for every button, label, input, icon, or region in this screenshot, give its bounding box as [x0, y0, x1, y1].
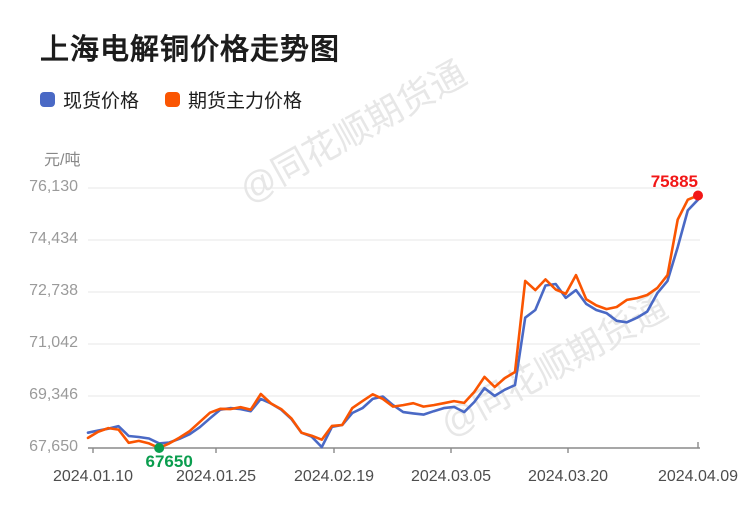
- legend-label: 期货主力价格: [188, 91, 303, 112]
- x-tick-label: 2024.01.10: [52, 468, 134, 485]
- max-price-annotation: 75885: [650, 171, 698, 191]
- min-price-annotation: 67650: [145, 452, 193, 471]
- x-axis: [88, 442, 700, 453]
- y-tick-label: 69,346: [29, 386, 78, 403]
- extreme-point-dots: [154, 190, 703, 453]
- x-tick-label: 2024.03.05: [410, 468, 492, 485]
- y-tick-label: 72,738: [29, 282, 78, 299]
- price-series-lines: [86, 194, 700, 450]
- legend-label: 现货价格: [63, 91, 140, 112]
- legend: 现货价格 期货主力价格: [40, 86, 302, 113]
- page-title: 上海电解铜价格走势图: [40, 34, 341, 66]
- futures-price-marker-icon: [165, 92, 181, 107]
- y-tick-label: 74,434: [29, 230, 78, 247]
- x-tick-label: 2024.02.19: [293, 468, 375, 485]
- y-tick-label: 71,042: [29, 334, 78, 351]
- legend-item-futures-price[interactable]: 期货主力价格: [165, 86, 302, 113]
- x-tick-label: 2024.03.20: [527, 468, 609, 485]
- legend-item-spot-price[interactable]: 现货价格: [40, 86, 139, 113]
- y-axis-unit-label: 元/吨: [44, 152, 81, 169]
- x-tick-label: 2024.01.25: [175, 468, 257, 485]
- x-tick-label: 2024.04.09: [657, 468, 739, 485]
- y-tick-label: 67,650: [29, 438, 78, 455]
- spot-price-marker-icon: [40, 92, 55, 107]
- gridlines: [88, 187, 700, 397]
- y-tick-label: 76,130: [29, 178, 78, 195]
